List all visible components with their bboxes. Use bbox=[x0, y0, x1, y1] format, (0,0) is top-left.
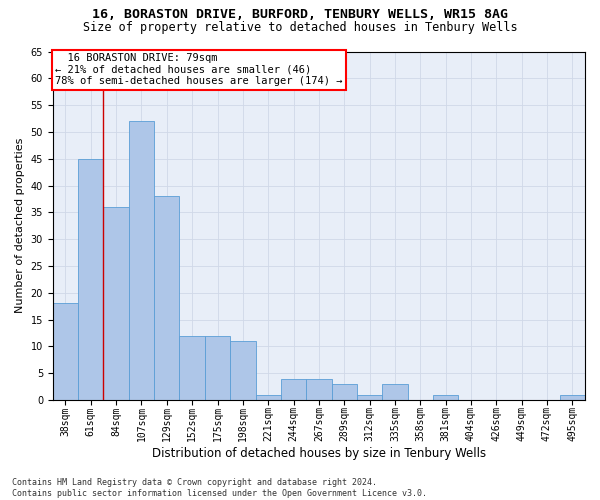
Text: Contains HM Land Registry data © Crown copyright and database right 2024.
Contai: Contains HM Land Registry data © Crown c… bbox=[12, 478, 427, 498]
Bar bbox=[78, 158, 103, 400]
Bar bbox=[230, 341, 256, 400]
Bar bbox=[129, 121, 154, 400]
Bar bbox=[53, 304, 78, 400]
Bar bbox=[357, 394, 382, 400]
Bar bbox=[281, 378, 306, 400]
Text: Size of property relative to detached houses in Tenbury Wells: Size of property relative to detached ho… bbox=[83, 21, 517, 34]
Y-axis label: Number of detached properties: Number of detached properties bbox=[15, 138, 25, 314]
Bar bbox=[205, 336, 230, 400]
Bar bbox=[332, 384, 357, 400]
Bar bbox=[382, 384, 407, 400]
Text: 16, BORASTON DRIVE, BURFORD, TENBURY WELLS, WR15 8AG: 16, BORASTON DRIVE, BURFORD, TENBURY WEL… bbox=[92, 8, 508, 20]
Text: 16 BORASTON DRIVE: 79sqm  
← 21% of detached houses are smaller (46)
78% of semi: 16 BORASTON DRIVE: 79sqm ← 21% of detach… bbox=[55, 53, 343, 86]
Bar bbox=[306, 378, 332, 400]
Bar bbox=[103, 207, 129, 400]
Bar bbox=[154, 196, 179, 400]
Bar bbox=[179, 336, 205, 400]
Bar bbox=[433, 394, 458, 400]
Bar bbox=[256, 394, 281, 400]
Bar bbox=[560, 394, 585, 400]
X-axis label: Distribution of detached houses by size in Tenbury Wells: Distribution of detached houses by size … bbox=[152, 447, 486, 460]
